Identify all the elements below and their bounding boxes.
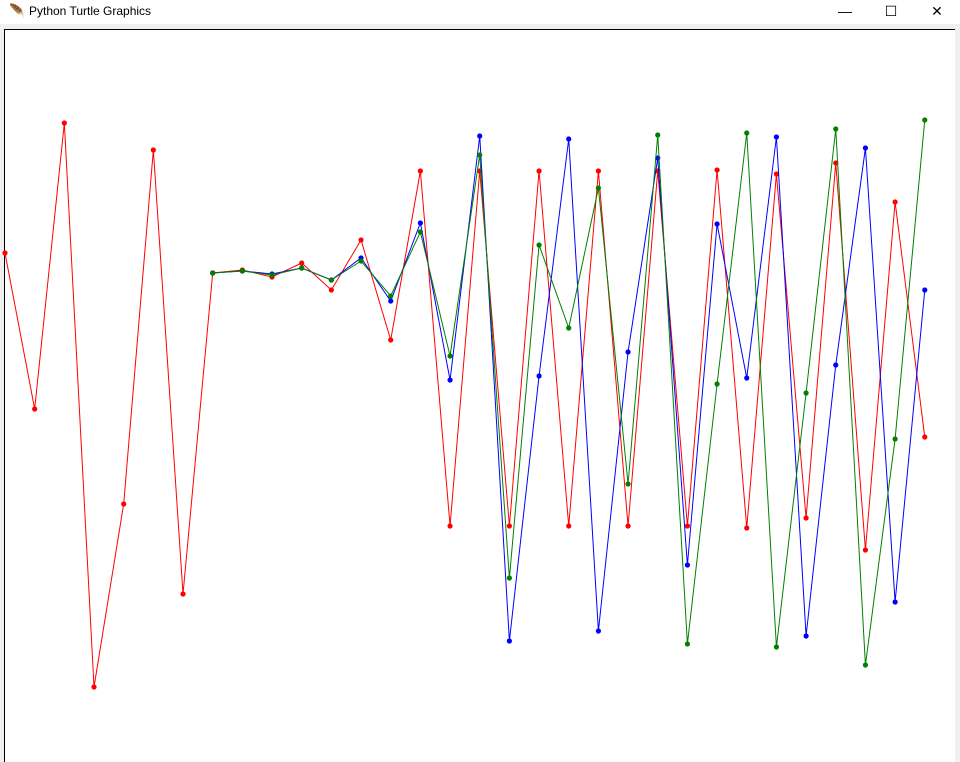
series-2-point-31 (922, 117, 928, 123)
series-1-point-27 (803, 633, 809, 639)
series-0-point-4 (121, 501, 127, 507)
series-1-point-18 (536, 373, 542, 379)
series-line-2 (212, 119, 926, 666)
series-2-point-25 (744, 130, 750, 136)
series-2-point-8 (239, 268, 245, 274)
series-2-point-14 (417, 229, 423, 235)
series-2-point-11 (328, 277, 334, 283)
series-0-point-2 (61, 120, 67, 126)
series-2-point-9 (269, 272, 275, 278)
series-2-point-17 (506, 575, 512, 581)
series-0-point-23 (684, 523, 691, 529)
series-0-point-10 (299, 260, 305, 266)
series-2-point-19 (566, 325, 572, 331)
series-1-point-23 (684, 562, 691, 568)
minimize-button[interactable]: — (838, 3, 852, 19)
series-1-point-24 (714, 221, 720, 227)
close-button[interactable]: ✕ (931, 2, 943, 19)
series-2-point-15 (447, 353, 453, 359)
series-0-point-0 (2, 250, 8, 256)
series-0-point-20 (595, 168, 602, 174)
title-bar: 🪶 Python Turtle Graphics — ☐ ✕ (0, 0, 960, 24)
series-0-point-11 (328, 287, 334, 293)
series-1-point-13 (388, 298, 394, 304)
series-2-point-24 (714, 381, 720, 387)
series-1-point-20 (595, 628, 602, 634)
series-2-point-16 (477, 152, 483, 158)
series-0-point-3 (91, 684, 97, 690)
series-2-point-27 (803, 390, 809, 396)
series-0-point-21 (625, 523, 631, 529)
series-2-point-30 (892, 436, 898, 442)
series-1-point-26 (773, 134, 780, 140)
series-2-point-21 (625, 481, 631, 487)
series-0-point-31 (922, 434, 928, 440)
series-0-point-19 (566, 523, 572, 529)
series-0-point-12 (358, 237, 364, 243)
series-1-point-15 (447, 377, 453, 383)
series-2-point-12 (358, 258, 364, 264)
series-2-point-10 (299, 265, 305, 271)
series-0-point-28 (833, 160, 839, 166)
series-0-point-18 (536, 168, 542, 174)
series-2-point-22 (655, 132, 661, 138)
series-1-point-14 (417, 220, 423, 226)
series-0-point-14 (417, 168, 423, 174)
maximize-button[interactable]: ☐ (884, 2, 898, 19)
series-0-point-6 (180, 591, 186, 597)
series-1-point-30 (892, 599, 898, 605)
series-0-point-24 (714, 167, 720, 173)
window-title: Python Turtle Graphics (29, 4, 152, 18)
series-1-point-19 (566, 136, 572, 142)
series-0-point-25 (744, 525, 750, 531)
turtle-canvas (4, 29, 955, 762)
series-1-point-29 (862, 145, 869, 151)
series-0-point-15 (447, 523, 453, 529)
feather-icon: 🪶 (9, 3, 26, 18)
series-2-point-18 (536, 242, 542, 248)
series-0-point-27 (803, 515, 809, 521)
series-0-point-1 (32, 406, 38, 412)
series-line-1 (212, 135, 926, 642)
series-1-point-28 (833, 362, 839, 368)
series-0-point-30 (892, 199, 898, 205)
series-2-point-29 (862, 662, 869, 668)
series-1-point-16 (477, 133, 483, 139)
series-2-point-28 (833, 126, 839, 132)
series-1-point-31 (922, 287, 928, 293)
series-2-point-7 (210, 270, 216, 276)
series-0-point-29 (862, 547, 869, 553)
series-1-point-17 (506, 638, 512, 644)
series-2-point-23 (684, 641, 691, 647)
series-2-point-26 (773, 644, 780, 650)
series-0-point-5 (150, 147, 156, 153)
series-2-point-20 (595, 185, 602, 191)
series-0-point-26 (773, 171, 780, 177)
series-0-point-13 (388, 337, 394, 343)
series-2-point-13 (388, 293, 394, 299)
series-line-0 (4, 122, 926, 688)
series-1-point-21 (625, 349, 631, 355)
series-1-point-25 (744, 375, 750, 381)
series-0-point-17 (506, 523, 512, 529)
